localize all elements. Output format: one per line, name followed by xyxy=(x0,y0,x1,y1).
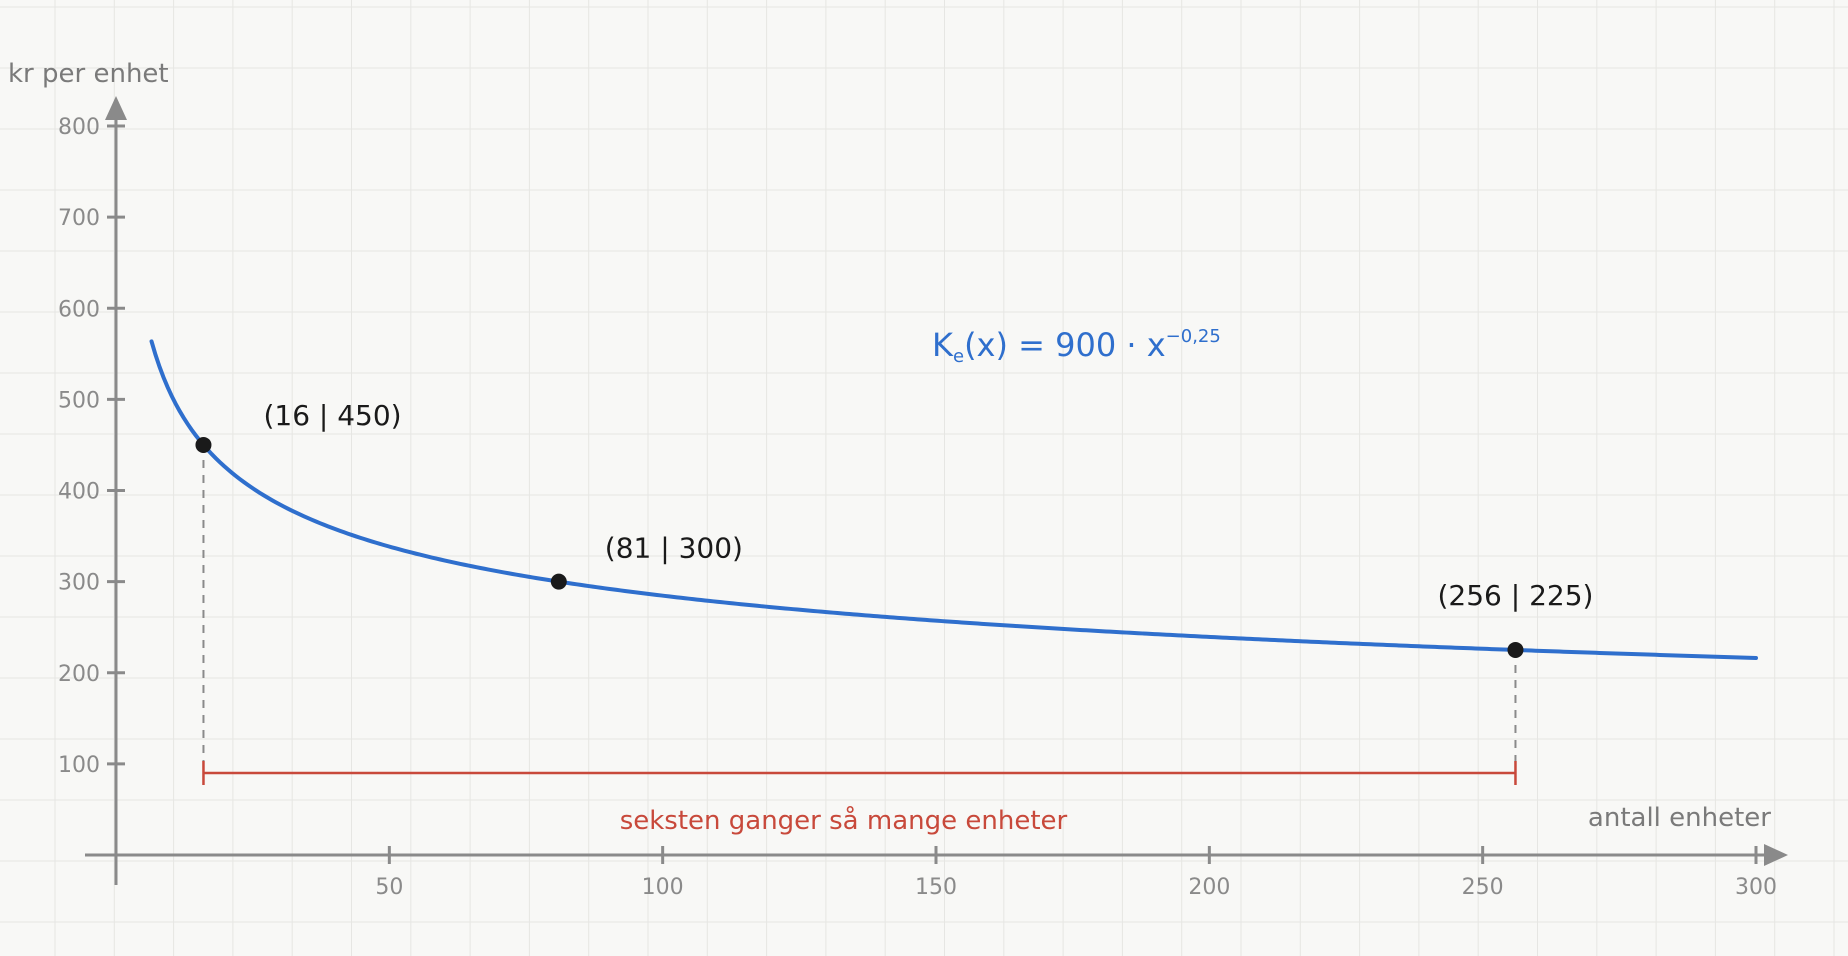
bracket-label: seksten ganger så mange enheter xyxy=(620,805,1068,836)
x-tick-label: 150 xyxy=(915,875,957,900)
tick-marks xyxy=(107,124,1758,864)
data-point-label: (16 | 450) xyxy=(263,399,401,432)
data-point-label: (81 | 300) xyxy=(605,532,743,565)
data-point-label: (256 | 225) xyxy=(1437,579,1593,612)
y-axis-label: kr per enhet xyxy=(8,59,169,89)
axes xyxy=(85,96,1788,885)
formula-label: Ke(x) = 900 · x−0,25 xyxy=(932,326,1221,367)
x-tick-label: 200 xyxy=(1188,875,1230,900)
y-tick-label: 800 xyxy=(58,115,100,140)
data-point xyxy=(1507,641,1524,658)
x-tick-label: 100 xyxy=(642,875,684,900)
formula-subscript: e xyxy=(953,346,964,367)
x-tick-label: 300 xyxy=(1735,875,1777,900)
x-axis-arrow-icon xyxy=(1764,844,1788,866)
data-points: (16 | 450) (81 | 300) (256 | 225) xyxy=(195,399,1593,658)
tick-labels: 50 100 150 200 250 300 100 200 300 400 500 600 700 80… xyxy=(58,115,1777,900)
y-tick-label: 400 xyxy=(58,480,100,505)
y-tick-label: 600 xyxy=(58,297,100,322)
x-tick-label: 250 xyxy=(1462,875,1504,900)
data-point xyxy=(550,573,567,590)
y-tick-label: 700 xyxy=(58,206,100,231)
y-tick-label: 100 xyxy=(58,753,100,778)
data-point xyxy=(195,436,212,453)
formula-body: (x) = 900 · x xyxy=(964,326,1166,364)
y-axis-arrow-icon xyxy=(105,96,127,120)
x-axis-label: antall enheter xyxy=(1588,803,1771,833)
y-tick-label: 200 xyxy=(58,662,100,687)
formula-exponent: −0,25 xyxy=(1166,326,1221,347)
distance-bracket xyxy=(202,760,1517,785)
y-tick-label: 300 xyxy=(58,571,100,596)
formula-lhs: K xyxy=(932,326,954,364)
guide-lines xyxy=(202,444,1517,773)
y-tick-label: 500 xyxy=(58,388,100,413)
series-line xyxy=(149,339,1758,660)
x-tick-label: 50 xyxy=(375,875,403,900)
